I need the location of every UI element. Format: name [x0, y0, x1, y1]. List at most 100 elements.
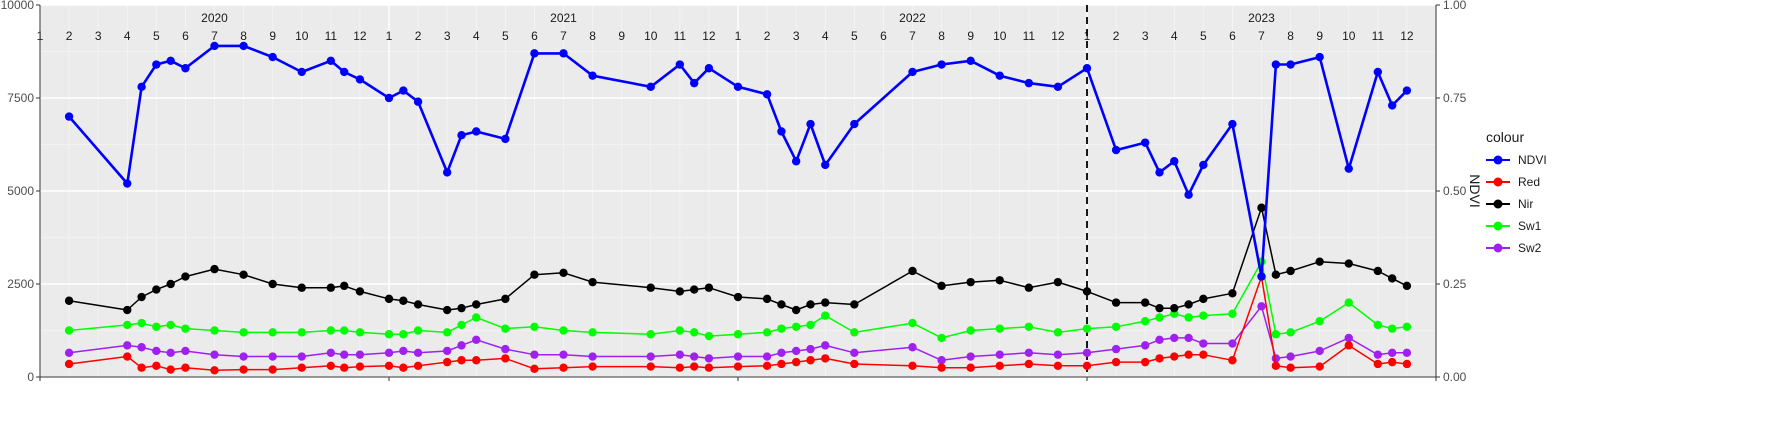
legend-title: colour [1486, 129, 1524, 145]
data-point-ndvi [908, 67, 917, 77]
data-point-red [1271, 361, 1281, 371]
data-point-sw2 [1344, 333, 1353, 343]
data-point-sw2 [442, 346, 452, 356]
data-point-sw1 [1387, 324, 1397, 333]
data-point-nir [995, 276, 1004, 285]
data-point-nir [1271, 270, 1281, 279]
data-point-red [501, 354, 510, 363]
data-point-nir [123, 305, 132, 315]
data-point-nir [1184, 300, 1193, 309]
data-point-nir [181, 272, 190, 281]
month-label: 2 [415, 29, 422, 43]
month-label: 3 [793, 29, 800, 43]
data-point-ndvi [1053, 82, 1063, 92]
data-point-sw2 [762, 352, 772, 361]
data-point-red [152, 361, 161, 371]
data-point-sw1 [1199, 311, 1208, 320]
data-point-ndvi [1184, 190, 1193, 199]
data-point-sw1 [326, 326, 336, 335]
data-point-nir [239, 270, 248, 279]
data-point-red [689, 362, 699, 371]
data-point-sw2 [355, 350, 365, 359]
data-point-nir [704, 283, 714, 292]
month-label: 10 [295, 29, 309, 43]
month-label: 11 [1023, 29, 1036, 43]
data-point-red [384, 361, 394, 371]
legend-key-point [1493, 177, 1503, 187]
data-point-nir [384, 294, 394, 304]
data-point-ndvi [1402, 86, 1412, 95]
data-point-red [1140, 357, 1150, 367]
data-point-red [355, 362, 365, 371]
data-point-sw1 [181, 324, 190, 333]
y-axis-right-title: NDVI [1467, 174, 1483, 207]
year-label: 2022 [899, 11, 926, 25]
month-label: 8 [938, 29, 945, 43]
data-point-sw2 [137, 343, 146, 352]
data-point-nir [1199, 294, 1208, 304]
data-point-nir [1155, 303, 1164, 313]
month-label: 2 [66, 29, 73, 43]
y-axis-right-tick-label: 0.50 [1443, 184, 1467, 198]
data-point-sw1 [646, 330, 655, 339]
data-point-red [1344, 341, 1353, 350]
data-point-sw2 [588, 352, 597, 361]
data-point-ndvi [1387, 101, 1397, 110]
data-point-ndvi [559, 49, 568, 58]
data-point-ndvi [297, 67, 306, 77]
data-point-nir [821, 298, 830, 307]
data-point-sw1 [1140, 317, 1150, 326]
month-label: 3 [444, 29, 451, 43]
data-point-nir [210, 264, 219, 274]
x-axis [39, 376, 1437, 381]
data-point-nir [64, 296, 74, 305]
data-point-nir [908, 266, 917, 276]
data-point-sw2 [777, 348, 786, 358]
data-point-nir [777, 300, 786, 309]
data-point-nir [1315, 257, 1324, 266]
data-point-sw1 [1228, 309, 1237, 318]
data-point-sw1 [675, 326, 685, 335]
data-point-ndvi [472, 127, 481, 136]
data-point-nir [1082, 287, 1092, 296]
data-point-ndvi [1257, 272, 1266, 281]
data-point-sw2 [1024, 348, 1034, 358]
data-point-sw1 [210, 326, 219, 335]
data-point-nir [326, 283, 336, 292]
data-point-sw2 [791, 346, 801, 356]
data-point-ndvi [530, 49, 539, 58]
data-point-sw1 [442, 328, 452, 337]
data-point-sw2 [1111, 344, 1121, 354]
data-point-sw2 [850, 348, 859, 358]
month-label: 4 [1171, 29, 1178, 43]
month-label: 7 [1258, 29, 1265, 43]
legend-key-point [1493, 199, 1503, 209]
month-label: 12 [353, 29, 367, 43]
data-point-red [1053, 361, 1063, 371]
month-label: 6 [531, 29, 538, 43]
data-point-nir [733, 292, 743, 302]
data-point-sw2 [268, 352, 277, 361]
data-point-sw2 [704, 354, 714, 363]
data-point-red [675, 363, 685, 372]
month-label: 12 [702, 29, 716, 43]
data-point-ndvi [442, 168, 452, 177]
data-point-sw1 [762, 328, 772, 337]
month-label: 7 [909, 29, 916, 43]
series-ndvi [64, 41, 1412, 281]
data-point-red [457, 356, 466, 365]
month-label: 5 [1200, 29, 1207, 43]
data-point-sw2 [457, 341, 466, 350]
data-point-ndvi [137, 82, 146, 92]
data-point-ndvi [166, 56, 175, 65]
data-point-ndvi [689, 78, 699, 88]
data-point-nir [1053, 277, 1063, 287]
month-label: 3 [1142, 29, 1149, 43]
data-point-red [559, 363, 568, 372]
data-point-red [646, 362, 655, 371]
data-point-sw1 [1271, 330, 1281, 339]
data-point-sw2 [64, 348, 74, 358]
data-point-sw1 [733, 330, 743, 339]
data-point-sw1 [297, 328, 306, 337]
data-point-sw2 [472, 335, 481, 344]
